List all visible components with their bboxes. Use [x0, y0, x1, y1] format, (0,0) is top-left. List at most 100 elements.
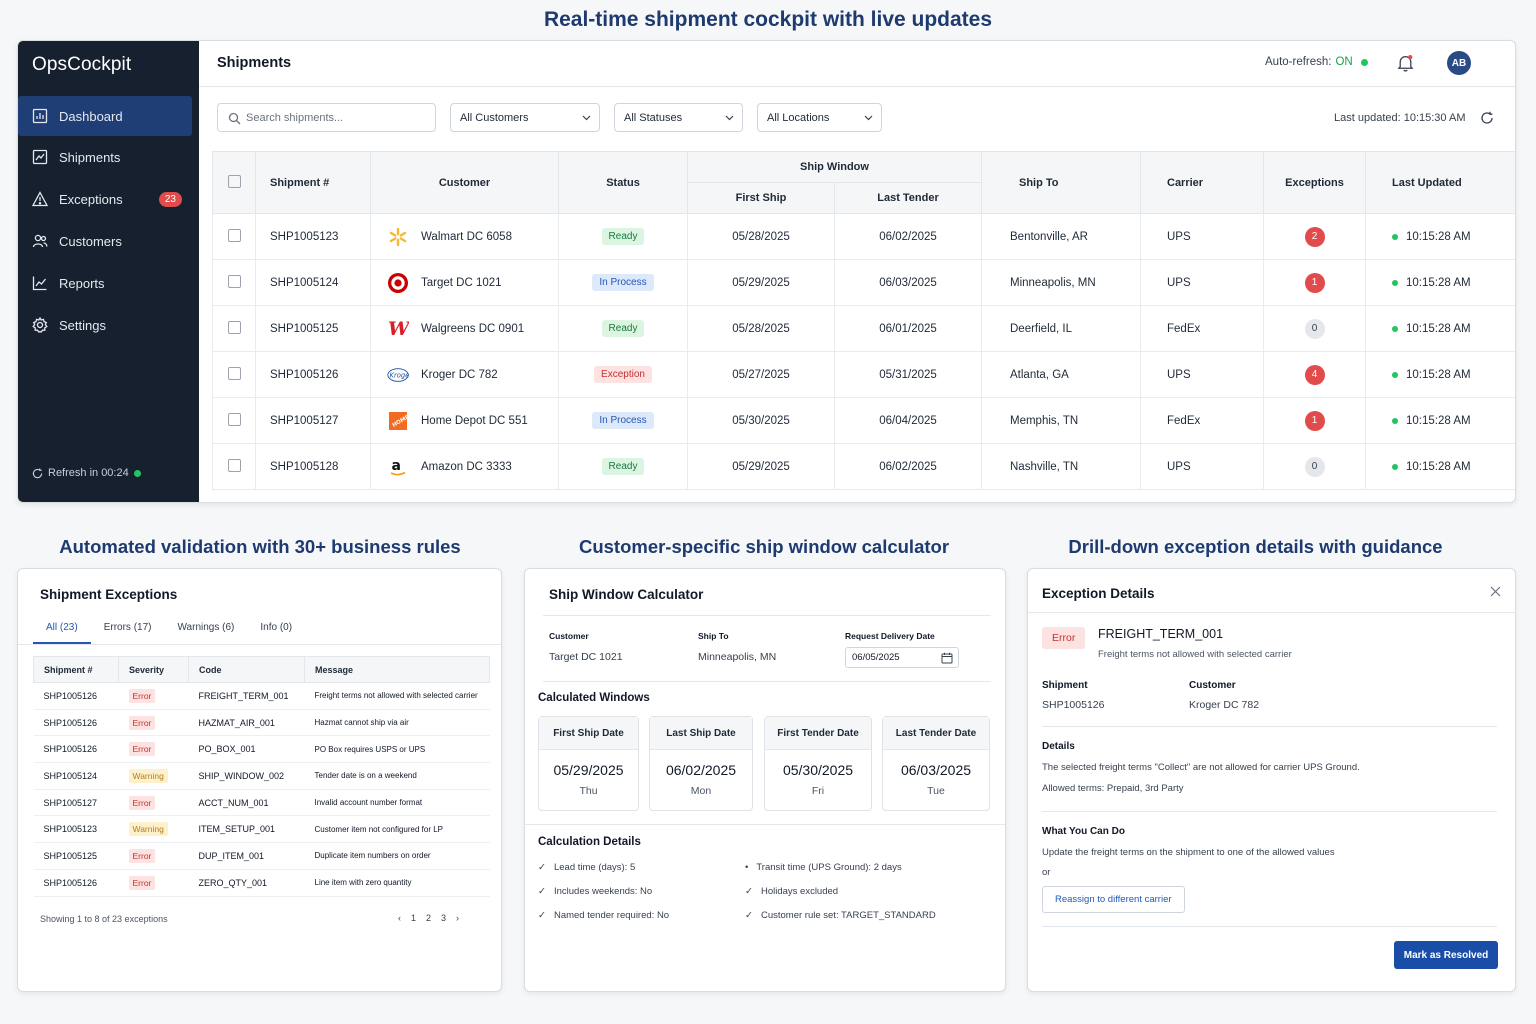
shipment-id[interactable]: SHP1005124 — [33, 762, 119, 790]
mark-resolved-button[interactable]: Mark as Resolved — [1394, 941, 1498, 969]
shipment-id[interactable]: SHP1005126 — [33, 869, 119, 897]
sidebar-item-label: Settings — [59, 317, 106, 333]
shipment-id[interactable]: SHP1005126 — [255, 351, 371, 398]
exception-count-badge[interactable]: 0 — [1304, 318, 1325, 339]
table-row[interactable]: SHP1005125 Error DUP_ITEM_001 Duplicate ite… — [33, 842, 490, 870]
tab-info[interactable]: Info (0) — [260, 622, 293, 633]
col-last-tender[interactable]: Last Tender — [834, 182, 982, 214]
tab-warnings[interactable]: Warnings (6) — [177, 622, 235, 633]
shipment-id[interactable]: SHP1005127 — [255, 397, 371, 444]
shipment-id[interactable]: SHP1005126 — [33, 682, 119, 710]
prev-page-button[interactable]: ‹ — [398, 913, 401, 923]
exception-count-badge[interactable]: 0 — [1304, 456, 1325, 477]
auto-refresh-toggle[interactable]: Auto-refresh: ON — [1265, 56, 1368, 68]
first-ship-date: 05/27/2025 — [687, 351, 835, 398]
shipment-id[interactable]: SHP1005126 — [33, 709, 119, 737]
delivery-date-input[interactable]: 06/05/2025 — [845, 647, 959, 668]
table-row[interactable]: SHP1005124 Warning SHIP_WINDOW_002 Tender d… — [33, 762, 490, 790]
live-status-dot — [1392, 371, 1398, 378]
sidebar-item-dashboard[interactable]: Dashboard — [18, 96, 192, 136]
select-all-checkbox[interactable] — [227, 174, 241, 188]
row-checkbox[interactable] — [227, 274, 241, 288]
shipment-id[interactable]: SHP1005123 — [255, 213, 371, 260]
table-row[interactable]: SHP1005126 Error PO_BOX_001 PO Box requires… — [33, 735, 490, 764]
tab-errors[interactable]: Errors (17) — [103, 622, 152, 633]
severity-badge: Error — [128, 688, 156, 703]
col-ship-to[interactable]: Ship To — [981, 151, 1141, 214]
col-message[interactable]: Message — [304, 656, 490, 683]
search-input[interactable]: Search shipments... — [217, 103, 436, 132]
col-shipment[interactable]: Shipment # — [255, 151, 371, 214]
shipment-id[interactable]: SHP1005125 — [255, 305, 371, 352]
shipment-id[interactable]: SHP1005126 — [33, 735, 119, 764]
sidebar-item-reports[interactable]: Reports — [18, 263, 192, 303]
heading-validation: Automated validation with 30+ business r… — [59, 536, 461, 557]
col-code[interactable]: Code — [188, 656, 305, 683]
col-severity[interactable]: Severity — [118, 656, 189, 683]
sidebar-item-exceptions[interactable]: Exceptions 23 — [18, 179, 192, 219]
calendar-icon[interactable] — [941, 652, 953, 664]
page-2-button[interactable]: 2 — [426, 913, 432, 923]
check-icon: ✓ — [745, 910, 753, 921]
col-carrier[interactable]: Carrier — [1140, 151, 1264, 214]
table-row[interactable]: SHP1005124 Target DC 1021 In Process 05/29/… — [212, 259, 1515, 306]
sidebar-item-shipments[interactable]: Shipments — [18, 137, 192, 177]
location-filter-select[interactable]: All Locations — [757, 103, 882, 132]
reassign-carrier-button[interactable]: Reassign to different carrier — [1042, 886, 1185, 913]
row-checkbox[interactable] — [227, 412, 241, 426]
row-checkbox[interactable] — [227, 228, 241, 242]
page-1-button[interactable]: 1 — [411, 913, 417, 923]
close-icon[interactable] — [1490, 586, 1501, 597]
auto-refresh-value: ON — [1335, 56, 1353, 68]
table-row[interactable]: SHP1005126 Error FREIGHT_TERM_001 Freight t… — [33, 682, 490, 710]
refresh-icon[interactable] — [1480, 111, 1494, 125]
table-row[interactable]: SHP1005125 W Walgreens DC 0901 Ready 05/28/2… — [212, 305, 1515, 352]
row-checkbox[interactable] — [227, 320, 241, 334]
exception-count-badge[interactable]: 1 — [1304, 272, 1325, 293]
shipment-value[interactable]: SHP1005126 — [1042, 699, 1105, 711]
page-3-button[interactable]: 3 — [441, 913, 447, 923]
col-customer[interactable]: Customer — [370, 151, 559, 214]
check-icon: ✓ — [538, 910, 546, 921]
shipment-id[interactable]: SHP1005124 — [255, 259, 371, 306]
customer-cell: Kroger Kroger DC 782 — [370, 351, 559, 398]
col-exceptions[interactable]: Exceptions — [1263, 151, 1366, 214]
tab-all[interactable]: All (23) — [33, 616, 91, 644]
sidebar-item-settings[interactable]: Settings — [18, 305, 192, 345]
dashboard-icon — [32, 108, 48, 124]
carrier: FedEx — [1140, 397, 1264, 444]
table-row[interactable]: SHP1005127 Error ACCT_NUM_001 Invalid accou… — [33, 789, 490, 817]
status-badge: Ready — [601, 320, 645, 337]
row-checkbox[interactable] — [227, 366, 241, 380]
next-page-button[interactable]: › — [456, 913, 460, 923]
exception-count-badge[interactable]: 1 — [1304, 410, 1325, 431]
sidebar-item-label: Reports — [59, 275, 105, 291]
divider — [1042, 726, 1497, 727]
table-row[interactable]: SHP1005123 Warning ITEM_SETUP_001 Customer … — [33, 815, 490, 844]
shipment-id[interactable]: SHP1005128 — [255, 443, 371, 490]
status-filter-select[interactable]: All Statuses — [614, 103, 743, 132]
avatar[interactable]: AB — [1447, 51, 1471, 75]
table-row[interactable]: SHP1005126 Kroger Kroger DC 782 Exception 05… — [212, 351, 1515, 398]
table-row[interactable]: SHP1005123 Walmart DC 6058 Ready 05/28/2025… — [212, 213, 1515, 260]
search-icon — [228, 112, 241, 125]
bell-icon[interactable] — [1397, 54, 1414, 72]
exception-count-badge[interactable]: 2 — [1304, 226, 1325, 247]
last-tender-date: 06/02/2025 — [834, 213, 982, 260]
col-first-ship[interactable]: First Ship — [687, 182, 835, 214]
shipment-id[interactable]: SHP1005123 — [33, 815, 119, 844]
shipment-id[interactable]: SHP1005127 — [33, 789, 119, 817]
col-last-updated[interactable]: Last Updated — [1365, 151, 1515, 214]
table-row[interactable]: SHP1005126 Error HAZMAT_AIR_001 Hazmat cann… — [33, 709, 490, 737]
col-shipment[interactable]: Shipment # — [33, 656, 119, 683]
exception-count-badge[interactable]: 4 — [1304, 364, 1325, 385]
table-row[interactable]: SHP1005127 HOME Home Depot DC 551 In Proces… — [212, 397, 1515, 444]
row-checkbox[interactable] — [227, 458, 241, 472]
customer-filter-select[interactable]: All Customers — [450, 103, 600, 132]
table-row[interactable]: SHP1005128 a Amazon DC 3333 Ready 05/29/2025… — [212, 443, 1515, 490]
col-status[interactable]: Status — [558, 151, 688, 214]
sidebar-item-customers[interactable]: Customers — [18, 221, 192, 261]
table-row[interactable]: SHP1005126 Error ZERO_QTY_001 Line item wit… — [33, 869, 490, 897]
shipment-id[interactable]: SHP1005125 — [33, 842, 119, 870]
exceptions-cell: 0 — [1263, 443, 1366, 490]
